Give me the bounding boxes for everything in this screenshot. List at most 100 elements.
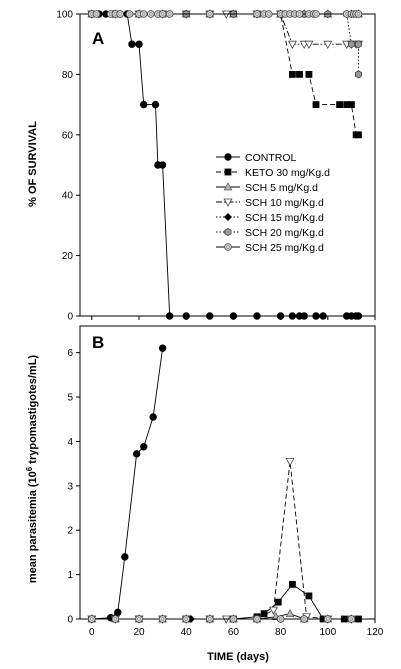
data-point xyxy=(221,615,231,624)
legend-label: SCH 20 mg/Kg.d xyxy=(245,227,324,239)
data-point xyxy=(132,450,141,458)
data-point xyxy=(206,10,214,18)
legend-marker xyxy=(223,182,233,191)
data-point xyxy=(276,615,285,623)
panel-a-survival: 0 20 40 60 80 100 xyxy=(56,9,376,323)
legend-label: CONTROL xyxy=(245,152,296,164)
data-point xyxy=(312,10,320,18)
data-point xyxy=(305,71,313,78)
legend-item-sch-15-mg-kg-d: SCH 15 mg/Kg.d xyxy=(216,212,324,224)
data-point xyxy=(253,312,261,320)
data-point xyxy=(125,10,134,18)
x-tick-label: 100 xyxy=(319,627,336,638)
data-point xyxy=(304,40,314,50)
data-point xyxy=(92,10,101,18)
legend-item-sch-10-mg-kg-d: SCH 10 mg/Kg.d xyxy=(216,197,324,209)
x-tick-label: 60 xyxy=(228,627,240,638)
data-point xyxy=(221,10,231,19)
plot-frame-b xyxy=(79,325,376,620)
y-tick-label: 100 xyxy=(56,10,73,21)
data-point xyxy=(111,615,120,623)
series-line xyxy=(91,583,359,620)
data-point xyxy=(276,312,285,320)
data-point xyxy=(348,101,355,108)
legend-item-control: CONTROL xyxy=(216,152,296,164)
data-point xyxy=(355,131,362,139)
data-point xyxy=(343,101,351,108)
y-tick-label: 6 xyxy=(67,348,73,359)
data-point xyxy=(139,10,148,18)
x-tick-label: 20 xyxy=(133,627,145,638)
legend-label: KETO 30 mg/Kg.d xyxy=(245,167,330,179)
data-point xyxy=(151,100,160,109)
y-tick-label: 2 xyxy=(67,526,73,537)
data-point xyxy=(354,10,363,18)
data-point xyxy=(300,615,309,623)
series-line xyxy=(91,13,359,317)
data-point xyxy=(260,610,268,618)
series-control-a xyxy=(88,10,363,320)
data-point xyxy=(116,10,124,18)
data-point xyxy=(288,312,297,320)
y-tick-label: 40 xyxy=(62,191,74,202)
y-tick-label: 20 xyxy=(62,251,74,262)
data-point xyxy=(165,312,174,320)
y-tick-label: 4 xyxy=(67,437,73,448)
data-point xyxy=(140,443,148,451)
legend-marker xyxy=(224,243,232,251)
series-line xyxy=(91,13,359,136)
legend-marker xyxy=(224,213,232,221)
data-point xyxy=(289,71,296,78)
data-point xyxy=(135,615,143,623)
data-point xyxy=(158,161,167,169)
series-line xyxy=(91,461,352,620)
data-point xyxy=(312,312,320,320)
data-point xyxy=(336,101,343,108)
data-point xyxy=(149,413,157,421)
data-point xyxy=(165,10,174,18)
legend-label: SCH 10 mg/Kg.d xyxy=(245,197,324,209)
legend-label: SCH 15 mg/Kg.d xyxy=(245,212,324,224)
data-point xyxy=(312,101,320,108)
data-point xyxy=(296,71,303,78)
data-point xyxy=(229,312,238,320)
data-point xyxy=(264,10,273,18)
x-tick-label: 120 xyxy=(367,627,384,638)
data-point xyxy=(295,10,304,18)
y-tick-label: 80 xyxy=(62,70,74,81)
legend-item-sch-20-mg-kg-d: SCH 20 mg/Kg.d xyxy=(216,227,324,239)
data-point xyxy=(347,40,355,49)
data-point xyxy=(253,615,261,623)
y-axis-label-survival: % OF SURVIVAL xyxy=(27,121,39,207)
y-tick-label: 60 xyxy=(62,130,74,141)
y-tick-label: 5 xyxy=(67,393,73,404)
data-point xyxy=(182,615,191,623)
y-axis-label-parasitemia: mean parasitemia (106 trypomastigotes/mL… xyxy=(25,355,39,584)
data-point xyxy=(323,615,332,623)
legend-marker xyxy=(224,168,232,176)
data-point xyxy=(158,10,167,18)
data-point xyxy=(323,40,333,50)
data-point xyxy=(140,100,148,109)
data-point xyxy=(269,606,278,615)
y-tick-label: 3 xyxy=(67,481,73,492)
legend-marker xyxy=(223,198,233,207)
data-point xyxy=(121,553,129,561)
series-sch-10-mg-kg-d-b xyxy=(87,458,356,624)
plot-frame-a xyxy=(79,13,376,317)
data-point xyxy=(285,608,295,618)
data-point xyxy=(305,592,313,600)
legend-label: SCH 25 mg/Kg.d xyxy=(245,242,324,254)
legend-label: SCH 5 mg/Kg.d xyxy=(245,182,318,194)
series-line xyxy=(91,613,352,620)
data-point xyxy=(158,615,167,623)
panel-a-label: A xyxy=(92,29,104,48)
data-point xyxy=(206,312,214,320)
series-control-b xyxy=(88,344,167,623)
data-point xyxy=(206,615,214,623)
series-line xyxy=(91,13,359,45)
y-tick-label: 1 xyxy=(67,570,73,581)
data-point xyxy=(182,312,190,320)
x-tick-label: 0 xyxy=(89,627,95,638)
